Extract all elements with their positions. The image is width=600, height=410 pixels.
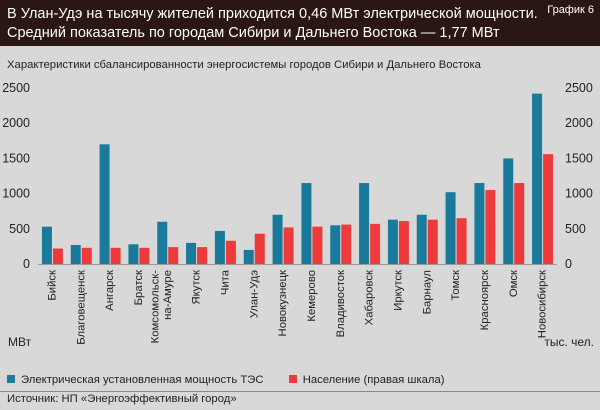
bar-power-2 (99, 144, 110, 264)
y-tick-left-4: 2000 (2, 116, 30, 130)
y-tick-left-3: 1500 (2, 151, 30, 165)
bar-power-0 (41, 226, 52, 264)
x-tick-label-13: Барнаул (421, 270, 433, 314)
legend-item-series2: Население (правая шкала) (288, 374, 445, 386)
bar-population-2 (110, 247, 121, 264)
legend-swatch-series1 (7, 375, 15, 383)
legend-item-series1: Электрическая установленная мощность ТЭС (7, 374, 264, 386)
figure-number-badge: График 6 (547, 4, 594, 16)
footer-divider (0, 391, 600, 392)
x-tick-label-8: Новокузнецк (277, 270, 289, 336)
x-tick-label-14: Томск (450, 270, 462, 301)
legend-label-series1: Электрическая установленная мощность ТЭС (21, 374, 264, 386)
y-tick-left-1: 500 (9, 222, 30, 236)
bar-power-14 (445, 192, 456, 264)
bar-population-10 (341, 224, 352, 264)
bar-population-4 (168, 247, 179, 264)
x-tick-label-1: Благовещенск (75, 270, 87, 345)
bar-population-12 (398, 221, 409, 264)
y-tick-left-5: 2500 (2, 81, 30, 95)
legend: Электрическая установленная мощность ТЭС… (7, 374, 467, 386)
bar-population-8 (283, 227, 294, 264)
chart-title-line1: В Улан-Удэ на тысячу жителей приходится … (7, 6, 538, 22)
x-tick-label-7: Улан-Удэ (248, 270, 260, 318)
bar-population-6 (225, 240, 236, 264)
bar-power-8 (272, 214, 283, 264)
chart-title-line2: Средний показатель по городам Сибири и Д… (7, 25, 500, 41)
x-tick-label-16: Омск (508, 270, 520, 297)
bar-power-1 (70, 244, 81, 264)
y-tick-left-0: 0 (23, 257, 30, 271)
x-tick-label-15: Красноярск (479, 270, 491, 330)
x-tick-label-17: Новосибирск (537, 270, 549, 338)
x-tick-label-4: Комсомольск-на-Амуре (149, 270, 174, 344)
bar-population-17 (543, 154, 554, 264)
y-axis-right-label: тыс. чел. (544, 335, 594, 349)
bar-population-3 (139, 247, 150, 264)
x-tick-label-9: Кемерово (306, 270, 318, 322)
bar-power-4 (157, 221, 168, 264)
legend-swatch-series2 (288, 375, 297, 383)
bar-power-3 (128, 244, 139, 264)
bar-population-13 (427, 219, 438, 264)
y-tick-right-2: 1000 (565, 187, 593, 201)
bar-population-16 (514, 183, 525, 264)
y-tick-right-0: 0 (565, 257, 572, 271)
x-tick-label-3: Братск (133, 270, 145, 305)
bar-power-13 (416, 214, 427, 264)
y-tick-right-4: 2000 (565, 116, 593, 130)
bar-population-5 (197, 247, 208, 264)
source-note: Источник: НП «Энергоэффективный город» (7, 393, 237, 405)
bar-power-10 (330, 225, 341, 264)
bar-population-0 (52, 248, 63, 264)
bar-power-12 (387, 219, 398, 264)
x-tick-label-10: Владивосток (335, 270, 347, 337)
bar-power-9 (301, 183, 312, 264)
y-tick-right-3: 1500 (565, 151, 593, 165)
bar-power-16 (503, 158, 514, 264)
chart-subtitle: Характеристики сбалансированности энерго… (7, 59, 481, 71)
y-axis-left-label: МВт (8, 335, 32, 349)
bar-power-6 (214, 230, 225, 264)
bar-power-15 (474, 183, 485, 264)
chart-title: В Улан-Удэ на тысячу жителей приходится … (7, 5, 538, 43)
legend-label-series2: Население (правая шкала) (302, 374, 445, 386)
x-tick-label-0: Бийск (46, 270, 58, 301)
y-tick-left-2: 1000 (2, 187, 30, 201)
x-tick-label-5: Якутск (191, 270, 203, 305)
bar-power-7 (243, 249, 254, 264)
y-tick-right-1: 500 (565, 222, 586, 236)
bar-population-9 (312, 226, 323, 264)
bar-population-11 (370, 223, 381, 264)
x-tick-label-6: Чита (219, 269, 231, 295)
bar-population-14 (456, 218, 467, 264)
y-tick-right-5: 2500 (565, 81, 593, 95)
bar-power-5 (186, 242, 197, 264)
x-tick-label-2: Ангарск (104, 270, 116, 311)
x-tick-label-12: Иркутск (392, 270, 404, 311)
bar-population-1 (81, 247, 92, 264)
bar-chart: 0 0 500 500 1000 1000 1500 1500 2000 2000 2500 2500… (2, 81, 594, 349)
header-bar: В Улан-Удэ на тысячу жителей приходится … (0, 0, 600, 46)
x-tick-label-11: Хабаровск (364, 270, 376, 325)
bar-population-15 (485, 190, 496, 264)
bar-population-7 (254, 233, 265, 264)
bar-power-11 (359, 183, 370, 264)
bar-power-17 (532, 93, 543, 264)
